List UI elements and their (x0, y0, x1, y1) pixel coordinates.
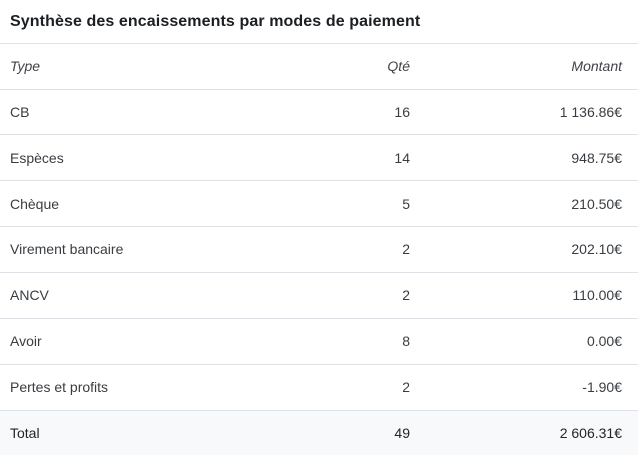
row-qty-value: 16 (257, 89, 422, 136)
total-label: Total (0, 410, 257, 455)
row-type-label: Chèque (0, 180, 257, 228)
row-amount-value: 202.10€ (422, 226, 638, 273)
total-amount-value: 2 606.31€ (422, 410, 638, 455)
table-row: Pertes et profits 2 -1.90€ (0, 364, 638, 411)
row-amount-value: 210.50€ (422, 180, 638, 228)
table-header-row: Type Qté Montant (0, 44, 638, 90)
payment-summary-table: Type Qté Montant CB 16 1 136.86€ Espèces… (0, 44, 638, 455)
row-qty-value: 14 (257, 134, 422, 182)
total-row: Total 49 2 606.31€ (0, 410, 638, 455)
table-footer: Total 49 2 606.31€ (0, 410, 638, 455)
total-qty-value: 49 (257, 410, 422, 455)
row-amount-value: -1.90€ (422, 364, 638, 411)
row-qty-value: 2 (257, 272, 422, 319)
row-type-label: Espèces (0, 134, 257, 182)
row-type-label: Avoir (0, 318, 257, 365)
table-row: Virement bancaire 2 202.10€ (0, 226, 638, 273)
row-qty-value: 8 (257, 318, 422, 365)
row-type-label: CB (0, 89, 257, 136)
column-header-type: Type (0, 44, 257, 90)
page-title: Synthèse des encaissements par modes de … (10, 12, 421, 30)
row-amount-value: 110.00€ (422, 272, 638, 319)
panel-header: Synthèse des encaissements par modes de … (0, 0, 638, 44)
table-body: CB 16 1 136.86€ Espèces 14 948.75€ Chèqu… (0, 89, 638, 411)
row-type-label: Pertes et profits (0, 364, 257, 411)
table-header: Type Qté Montant (0, 44, 638, 90)
row-qty-value: 2 (257, 364, 422, 411)
column-header-montant: Montant (422, 44, 638, 90)
row-type-label: Virement bancaire (0, 226, 257, 273)
row-type-label: ANCV (0, 272, 257, 319)
table-row: ANCV 2 110.00€ (0, 272, 638, 319)
column-header-qty: Qté (257, 44, 422, 90)
table-row: Avoir 8 0.00€ (0, 318, 638, 365)
row-qty-value: 5 (257, 180, 422, 228)
row-amount-value: 1 136.86€ (422, 89, 638, 136)
row-qty-value: 2 (257, 226, 422, 273)
row-amount-value: 0.00€ (422, 318, 638, 365)
table-row: CB 16 1 136.86€ (0, 89, 638, 136)
table-row: Chèque 5 210.50€ (0, 180, 638, 228)
row-amount-value: 948.75€ (422, 134, 638, 182)
table-row: Espèces 14 948.75€ (0, 134, 638, 182)
